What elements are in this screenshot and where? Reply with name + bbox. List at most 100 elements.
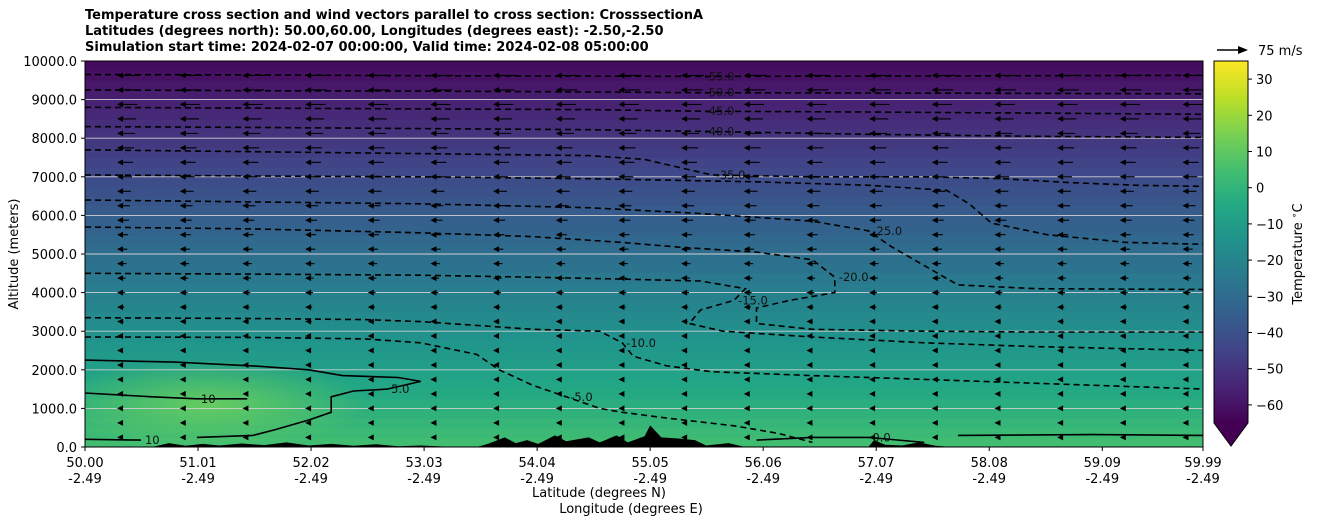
wind-vector-arrow (743, 419, 750, 426)
wind-vector-arrow (1182, 72, 1203, 79)
wind-vector-head-icon (305, 173, 312, 180)
wind-vector-arrow (1119, 361, 1126, 368)
quiver-key-label: 75 m/s (1258, 44, 1303, 59)
wind-vector-head-icon (931, 347, 938, 354)
wind-vector-head-icon (179, 188, 186, 195)
contour-label: 5.0 (391, 382, 409, 396)
wind-vector-arrow (1182, 246, 1193, 253)
wind-vector-head-icon (994, 275, 1001, 282)
wind-vector-arrow (931, 173, 947, 180)
wind-vector-arrow (931, 115, 951, 122)
wind-vector-head-icon (994, 101, 1001, 108)
x-tick-label-lon: -2.49 (520, 472, 554, 487)
wind-vector-head-icon (1057, 72, 1064, 79)
wind-vector-arrow (493, 202, 506, 209)
wind-vector-head-icon (493, 390, 500, 397)
wind-vector-arrow (743, 188, 758, 195)
wind-vector-head-icon (1182, 390, 1189, 397)
wind-vector-arrow (242, 217, 255, 224)
wind-vector-arrow (1057, 318, 1064, 325)
wind-vector-head-icon (179, 144, 186, 151)
contour-label: 10 (201, 392, 216, 406)
wind-vector-arrow (994, 101, 1015, 108)
wind-vector-arrow (493, 246, 504, 253)
wind-vector-head-icon (117, 217, 124, 224)
wind-vector-arrow (555, 289, 564, 296)
wind-vector-head-icon (1182, 130, 1189, 137)
wind-vector-arrow (117, 318, 124, 325)
wind-vector-head-icon (869, 289, 876, 296)
wind-vector-head-icon (1119, 275, 1126, 282)
wind-vector-head-icon (1119, 347, 1126, 354)
wind-vector-arrow (618, 361, 625, 368)
y-axis-title: Altitude (meters) (7, 199, 22, 310)
wind-vector-arrow (1119, 231, 1131, 238)
wind-vector-head-icon (681, 405, 688, 412)
wind-vector-head-icon (806, 217, 813, 224)
wind-vector-arrow (1057, 347, 1064, 354)
wind-vector-head-icon (242, 347, 249, 354)
temperature-band (85, 176, 1203, 187)
y-tick-label: 9000.0 (32, 94, 78, 109)
wind-vector-head-icon (869, 376, 876, 383)
wind-vector-arrow (743, 318, 751, 325)
wind-vector-head-icon (555, 419, 562, 426)
wind-vector-arrow (555, 434, 562, 441)
wind-vector-head-icon (743, 333, 750, 340)
wind-vector-arrow (430, 376, 437, 383)
wind-vector-head-icon (869, 361, 876, 368)
wind-vector-head-icon (869, 419, 876, 426)
wind-vector-arrow (430, 275, 440, 282)
wind-vector-arrow (430, 231, 442, 238)
wind-vector-head-icon (493, 347, 500, 354)
wind-vector-arrow (493, 333, 500, 340)
wind-vector-arrow (430, 188, 445, 195)
wind-vector-head-icon (806, 304, 813, 311)
wind-vector-head-icon (179, 347, 186, 354)
wind-vector-arrow (1182, 115, 1202, 122)
wind-vector-head-icon (681, 217, 688, 224)
wind-vector-arrow (994, 333, 1001, 340)
wind-vector-head-icon (493, 188, 500, 195)
wind-vector-head-icon (305, 275, 312, 282)
wind-vector-arrow (743, 144, 761, 151)
wind-vector-head-icon (367, 144, 374, 151)
wind-vector-head-icon (430, 304, 437, 311)
x-tick-label-lat: 51.01 (179, 456, 216, 471)
wind-vector-head-icon (117, 173, 124, 180)
wind-vector-head-icon (242, 405, 249, 412)
wind-vector-head-icon (869, 347, 876, 354)
wind-vector-arrow (305, 246, 316, 253)
wind-vector-head-icon (743, 304, 750, 311)
wind-vector-head-icon (743, 246, 750, 253)
wind-vector-arrow (806, 101, 827, 108)
wind-vector-head-icon (618, 159, 625, 166)
wind-vector-arrow (555, 217, 568, 224)
wind-vector-head-icon (430, 115, 437, 122)
wind-vector-head-icon (806, 289, 813, 296)
wind-vector-arrow (305, 159, 321, 166)
wind-vector-arrow (179, 304, 187, 311)
wind-vector-head-icon (367, 390, 374, 397)
wind-vector-arrow (367, 246, 378, 253)
wind-vector-arrow (806, 318, 813, 325)
wind-vector-head-icon (1182, 72, 1189, 79)
wind-vector-head-icon (367, 376, 374, 383)
wind-vector-head-icon (806, 115, 813, 122)
wind-vector-head-icon (493, 333, 500, 340)
wind-vector-head-icon (179, 361, 186, 368)
y-tick-label: 3000.0 (32, 325, 78, 340)
wind-vector-arrow (869, 419, 876, 426)
wind-vector-head-icon (743, 86, 750, 93)
wind-vector-arrow (1057, 159, 1074, 166)
wind-vector-head-icon (618, 361, 625, 368)
wind-vector-arrow (806, 188, 821, 195)
wind-vector-arrow (1182, 202, 1196, 209)
wind-vector-arrow (869, 86, 891, 93)
wind-vector-head-icon (869, 405, 876, 412)
wind-vector-head-icon (430, 376, 437, 383)
wind-vector-arrow (743, 72, 767, 79)
wind-vector-arrow (931, 86, 954, 93)
wind-vector-arrow (555, 361, 562, 368)
